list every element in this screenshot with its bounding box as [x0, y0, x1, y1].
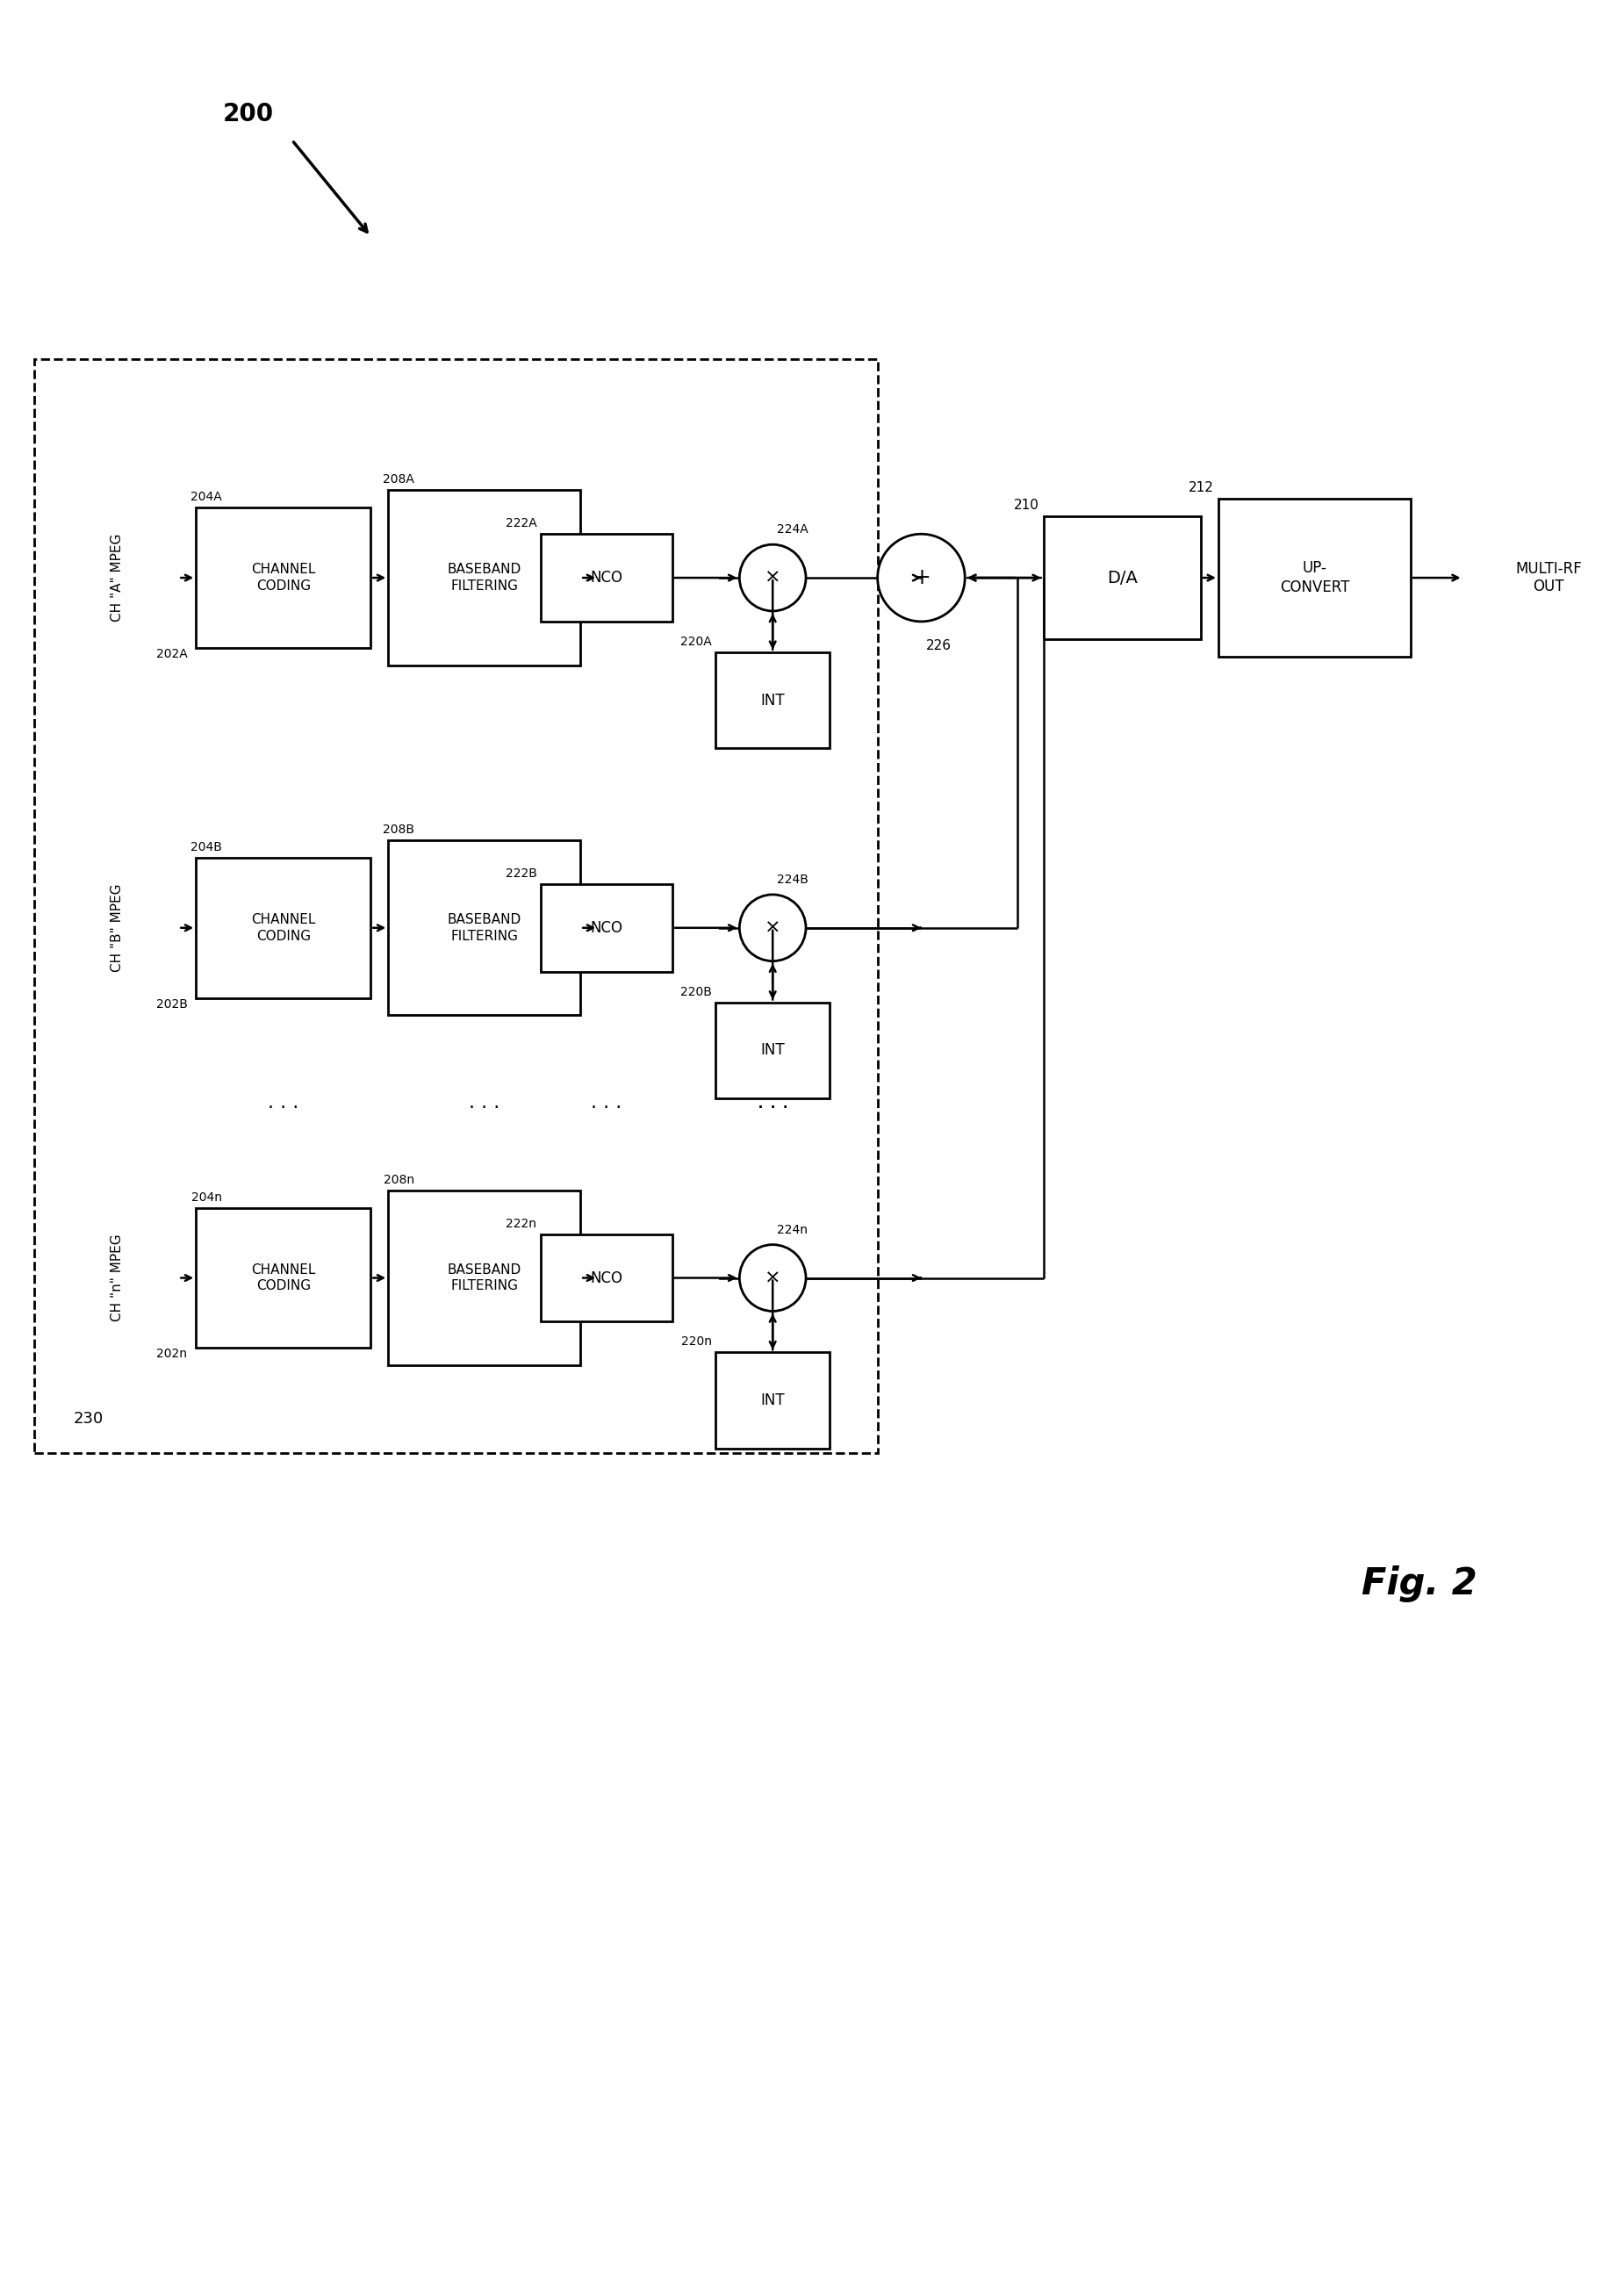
- Text: CH "B" MPEG: CH "B" MPEG: [110, 883, 123, 972]
- Bar: [541, 1233, 672, 1322]
- Text: 202A: 202A: [156, 648, 188, 659]
- Text: D/A: D/A: [1108, 570, 1137, 586]
- Text: ×: ×: [765, 570, 781, 586]
- Text: MULTI-RF
OUT: MULTI-RF OUT: [1515, 561, 1582, 595]
- Circle shape: [877, 533, 965, 622]
- Text: 226: 226: [926, 638, 952, 652]
- Text: 208A: 208A: [383, 474, 414, 485]
- Bar: [716, 1002, 830, 1098]
- Text: 202B: 202B: [156, 998, 188, 1009]
- Text: 202n: 202n: [156, 1348, 187, 1359]
- Text: BASEBAND
FILTERING: BASEBAND FILTERING: [447, 563, 521, 593]
- Circle shape: [739, 545, 806, 611]
- Bar: [541, 533, 672, 622]
- Text: 220B: 220B: [680, 986, 711, 998]
- Text: INT: INT: [760, 1043, 784, 1059]
- Text: 212: 212: [1189, 480, 1215, 494]
- Text: 230: 230: [73, 1412, 104, 1428]
- Text: CHANNEL
CODING: CHANNEL CODING: [252, 1263, 315, 1293]
- Text: 200: 200: [222, 101, 274, 126]
- Bar: [388, 490, 580, 666]
- Text: 208n: 208n: [383, 1174, 414, 1185]
- Text: INT: INT: [760, 693, 784, 709]
- Text: CHANNEL
CODING: CHANNEL CODING: [252, 913, 315, 943]
- Text: CHANNEL
CODING: CHANNEL CODING: [252, 563, 315, 593]
- Bar: [388, 1190, 580, 1366]
- Bar: [541, 883, 672, 972]
- Text: NCO: NCO: [591, 570, 624, 586]
- Bar: [716, 652, 830, 748]
- Text: 204B: 204B: [190, 842, 222, 853]
- Bar: [1044, 517, 1200, 638]
- Text: +: +: [913, 567, 931, 588]
- Text: 224n: 224n: [776, 1224, 807, 1236]
- Bar: [716, 1352, 830, 1448]
- Circle shape: [739, 1245, 806, 1311]
- Bar: [34, 359, 877, 1453]
- Text: 210: 210: [1013, 499, 1039, 513]
- Text: ×: ×: [765, 920, 781, 936]
- Bar: [197, 508, 370, 648]
- Text: CH "A" MPEG: CH "A" MPEG: [110, 533, 123, 622]
- Bar: [197, 1208, 370, 1348]
- Text: CH "n" MPEG: CH "n" MPEG: [110, 1233, 123, 1322]
- Text: 220A: 220A: [680, 636, 711, 648]
- Text: . . .: . . .: [469, 1094, 500, 1112]
- Bar: [197, 858, 370, 998]
- Text: 224B: 224B: [776, 874, 809, 885]
- Text: 222B: 222B: [505, 867, 536, 879]
- Text: 204n: 204n: [192, 1192, 222, 1203]
- Text: 224A: 224A: [776, 524, 809, 535]
- Text: BASEBAND
FILTERING: BASEBAND FILTERING: [447, 913, 521, 943]
- Text: 220n: 220n: [680, 1336, 711, 1348]
- Circle shape: [739, 895, 806, 961]
- Text: INT: INT: [760, 1393, 784, 1409]
- Text: . . .: . . .: [268, 1094, 299, 1112]
- Text: . . .: . . .: [591, 1094, 622, 1112]
- Text: . . .: . . .: [757, 1094, 788, 1112]
- Text: 222A: 222A: [505, 517, 536, 529]
- Text: NCO: NCO: [591, 920, 624, 936]
- Text: UP-
CONVERT: UP- CONVERT: [1280, 561, 1350, 595]
- Text: NCO: NCO: [591, 1270, 624, 1286]
- Bar: [1218, 499, 1411, 657]
- Text: ×: ×: [765, 1270, 781, 1286]
- Text: 208B: 208B: [383, 824, 414, 835]
- Text: BASEBAND
FILTERING: BASEBAND FILTERING: [447, 1263, 521, 1293]
- Text: 204A: 204A: [190, 492, 222, 503]
- Text: Fig. 2: Fig. 2: [1361, 1565, 1478, 1602]
- Text: . . .: . . .: [757, 1094, 788, 1112]
- Bar: [388, 840, 580, 1016]
- Text: 222n: 222n: [507, 1217, 536, 1229]
